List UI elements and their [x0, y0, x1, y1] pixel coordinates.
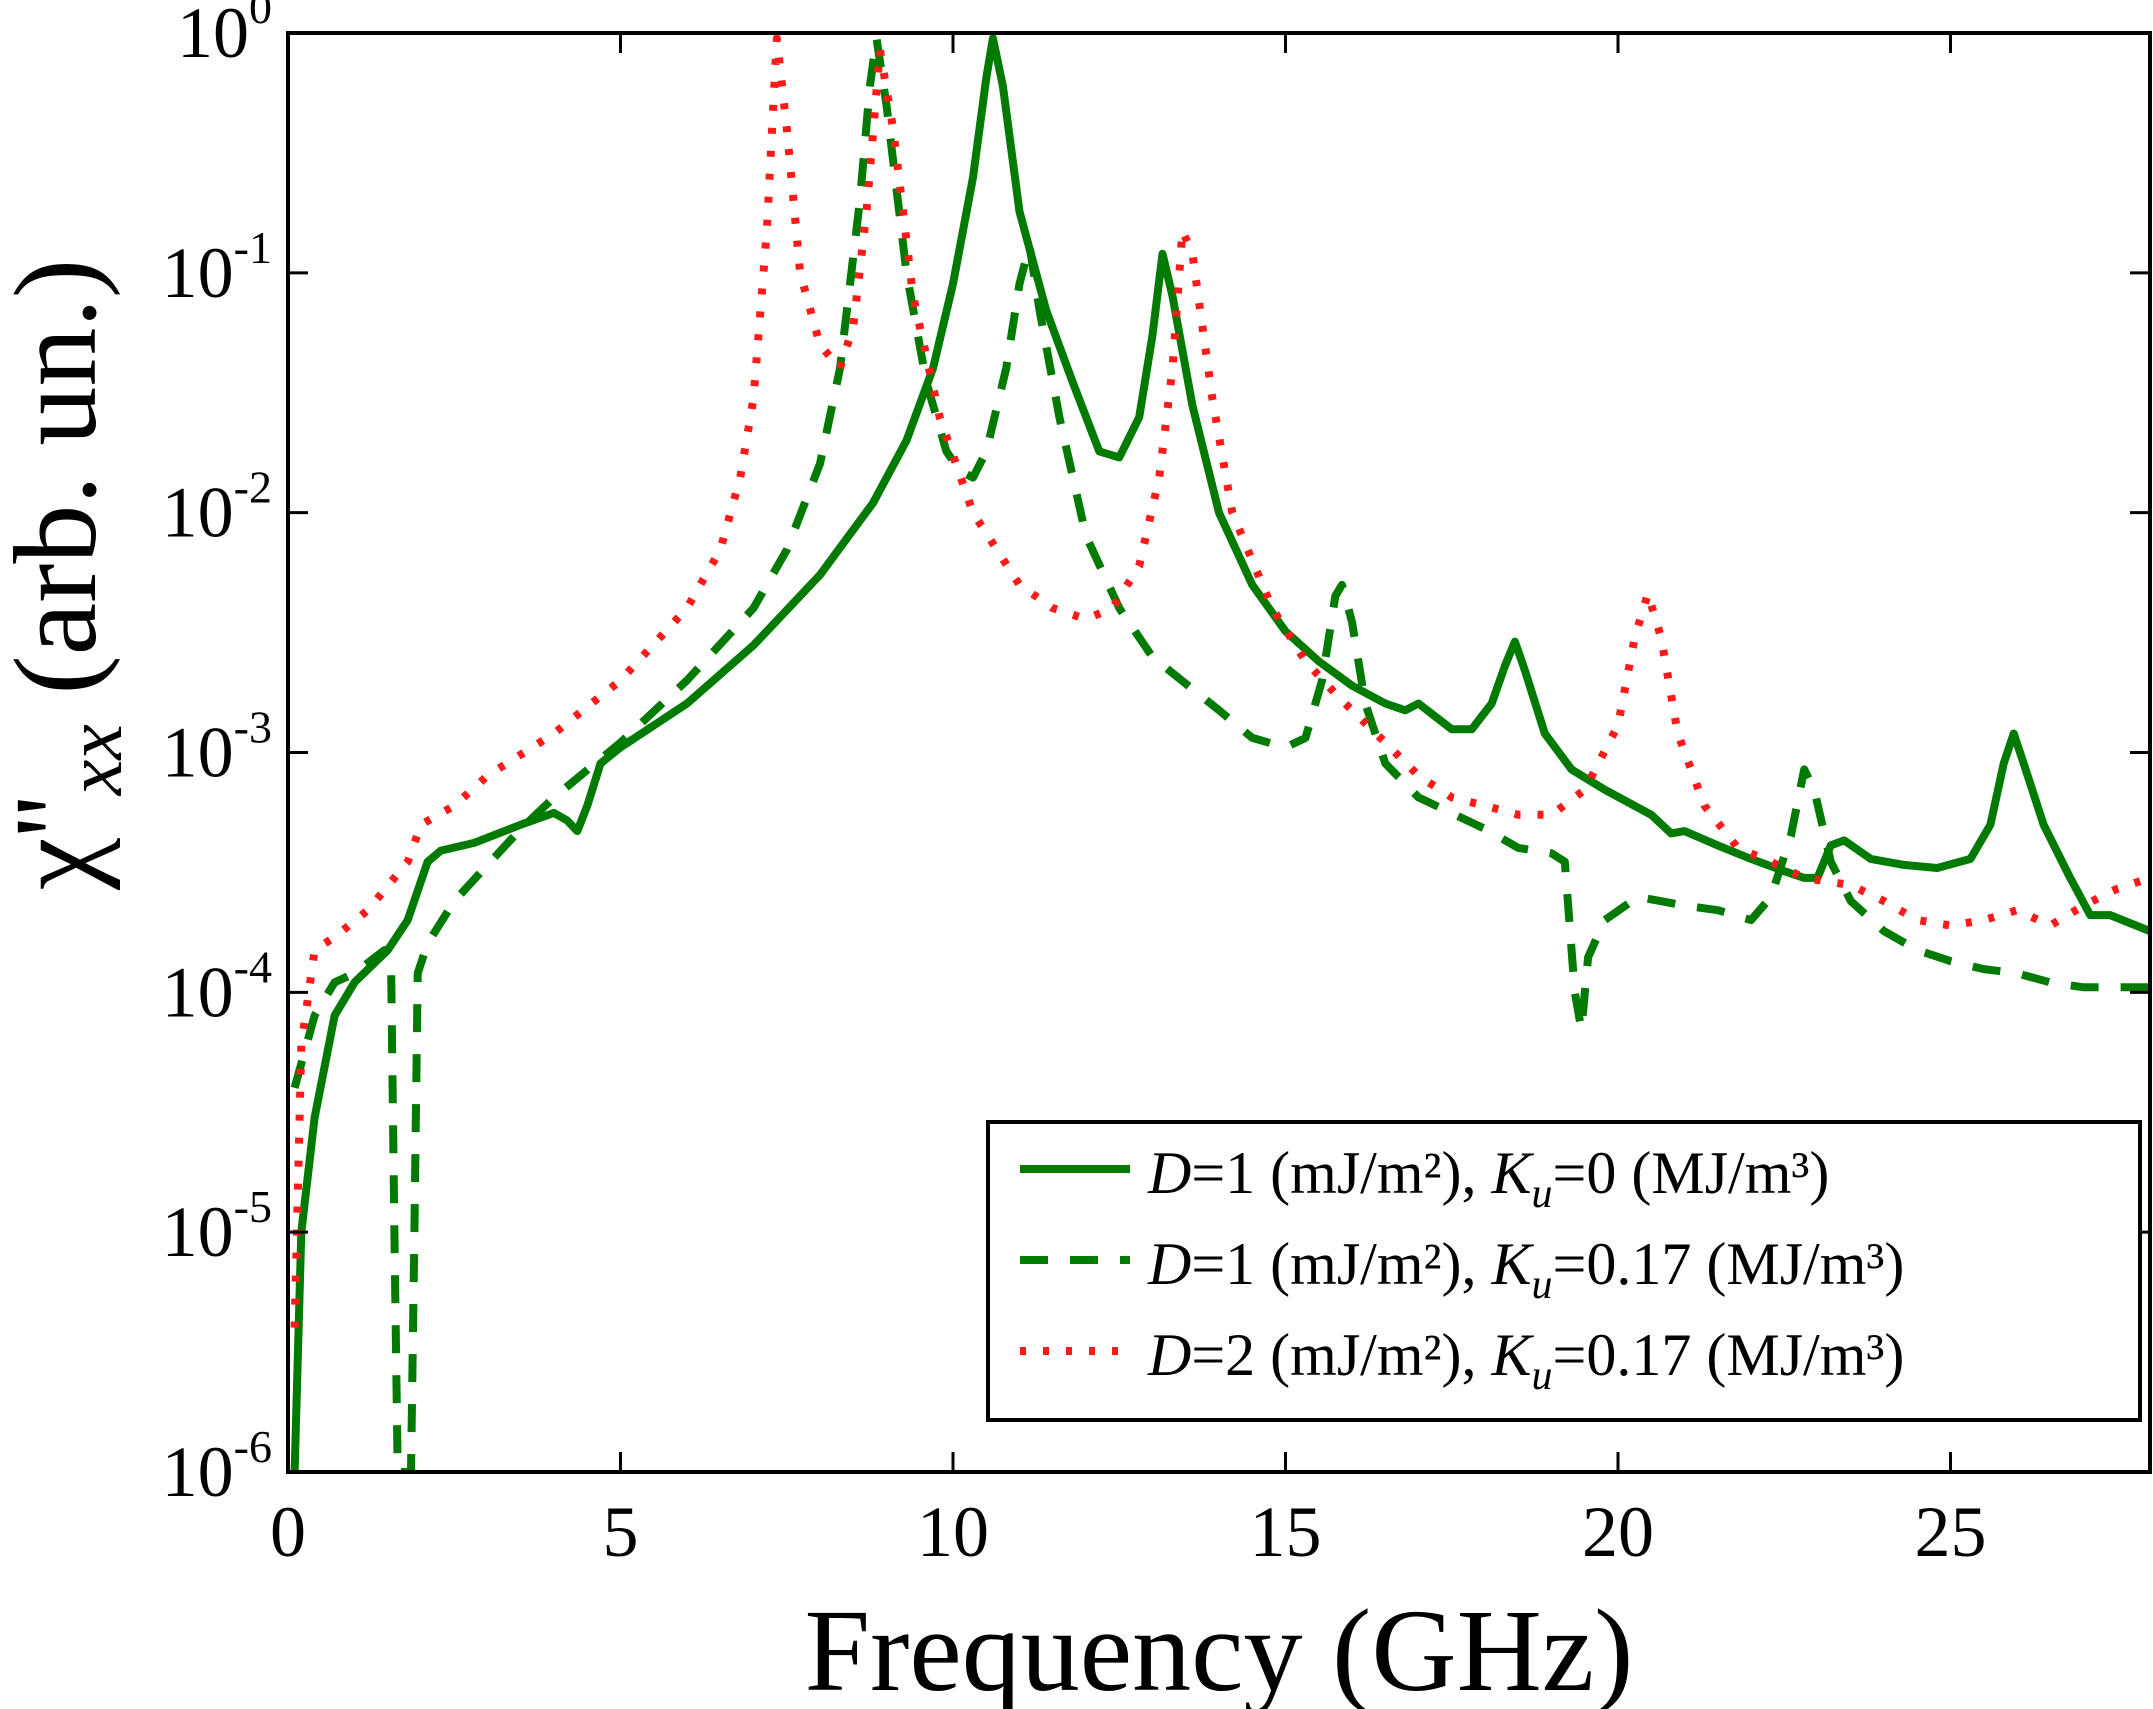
legend-label-1: D=1 (mJ/m²), Ku=0 (MJ/m³) [1147, 1140, 1829, 1217]
y-tick-exponent: -4 [234, 941, 272, 992]
series-line-2 [290, 34, 2150, 1472]
x-axis-label: Frequency (GHz) [805, 1585, 1634, 1709]
y-tick-base: 10 [162, 952, 234, 1032]
x-tick-label: 15 [1250, 1492, 1322, 1572]
y-tick-exponent: -6 [234, 1421, 272, 1472]
y-tick-base: 10 [162, 1192, 234, 1272]
legend-part: u [1532, 1262, 1553, 1308]
legend-part: K [1491, 1140, 1535, 1206]
y-tick-label: 10-1 [162, 222, 272, 313]
legend-part: D [1147, 1140, 1191, 1206]
x-tick-label: 5 [603, 1492, 639, 1572]
x-tick-label: 0 [270, 1492, 306, 1572]
legend-part: u [1532, 1171, 1553, 1217]
legend-part: =2 (mJ/m²), [1191, 1322, 1491, 1388]
y-axis-unit: (arb. un.) [0, 259, 121, 695]
y-tick-label: 10-3 [162, 702, 272, 793]
y-tick-base: 10 [177, 0, 249, 73]
y-tick-exponent: -1 [234, 222, 272, 273]
y-tick-label: 10-4 [162, 941, 272, 1032]
legend-label-2: D=1 (mJ/m²), Ku=0.17 (MJ/m³) [1147, 1231, 1904, 1308]
legend-part: =0.17 (MJ/m³) [1553, 1322, 1905, 1388]
legend-label-3: D=2 (mJ/m²), Ku=0.17 (MJ/m³) [1147, 1322, 1904, 1399]
legend-part: D [1147, 1322, 1191, 1388]
legend-part: =0.17 (MJ/m³) [1553, 1231, 1905, 1297]
y-tick-exponent: -3 [234, 702, 272, 753]
y-tick-base: 10 [162, 473, 234, 553]
y-axis-label: χ''xx (arb. un.) [0, 259, 139, 891]
legend-part: K [1491, 1322, 1535, 1388]
legend-part: =0 (MJ/m³) [1553, 1140, 1830, 1206]
legend-part: K [1491, 1231, 1535, 1297]
y-tick-base: 10 [162, 1432, 234, 1512]
y-tick-label: 10-6 [162, 1421, 272, 1512]
legend: D=1 (mJ/m²), Ku=0 (MJ/m³)D=1 (mJ/m²), Ku… [986, 1120, 2142, 1422]
y-tick-base: 10 [162, 233, 234, 313]
y-tick-label: 100 [177, 0, 272, 73]
legend-box [986, 1120, 2142, 1422]
legend-part: u [1532, 1353, 1553, 1399]
y-tick-exponent: 0 [249, 0, 272, 33]
x-tick-label: 10 [917, 1492, 989, 1572]
y-axis-subscript: xx [51, 724, 139, 796]
y-tick-exponent: -5 [234, 1181, 272, 1232]
series-line-1 [290, 34, 2150, 1472]
y-tick-base: 10 [162, 713, 234, 793]
legend-part: =1 (mJ/m²), [1191, 1231, 1491, 1297]
legend-part: D [1147, 1231, 1191, 1297]
y-tick-exponent: -2 [234, 462, 272, 513]
y-axis-symbol: χ'' [0, 795, 121, 891]
y-tick-label: 10-5 [162, 1181, 272, 1272]
y-axis-label-group: χ''xx (arb. un.) [0, 259, 139, 891]
series-layer [290, 34, 2150, 1472]
x-tick-label: 20 [1582, 1492, 1654, 1572]
x-tick-label: 25 [1915, 1492, 1987, 1572]
y-tick-label: 10-2 [162, 462, 272, 553]
legend-part: =1 (mJ/m²), [1191, 1140, 1491, 1206]
